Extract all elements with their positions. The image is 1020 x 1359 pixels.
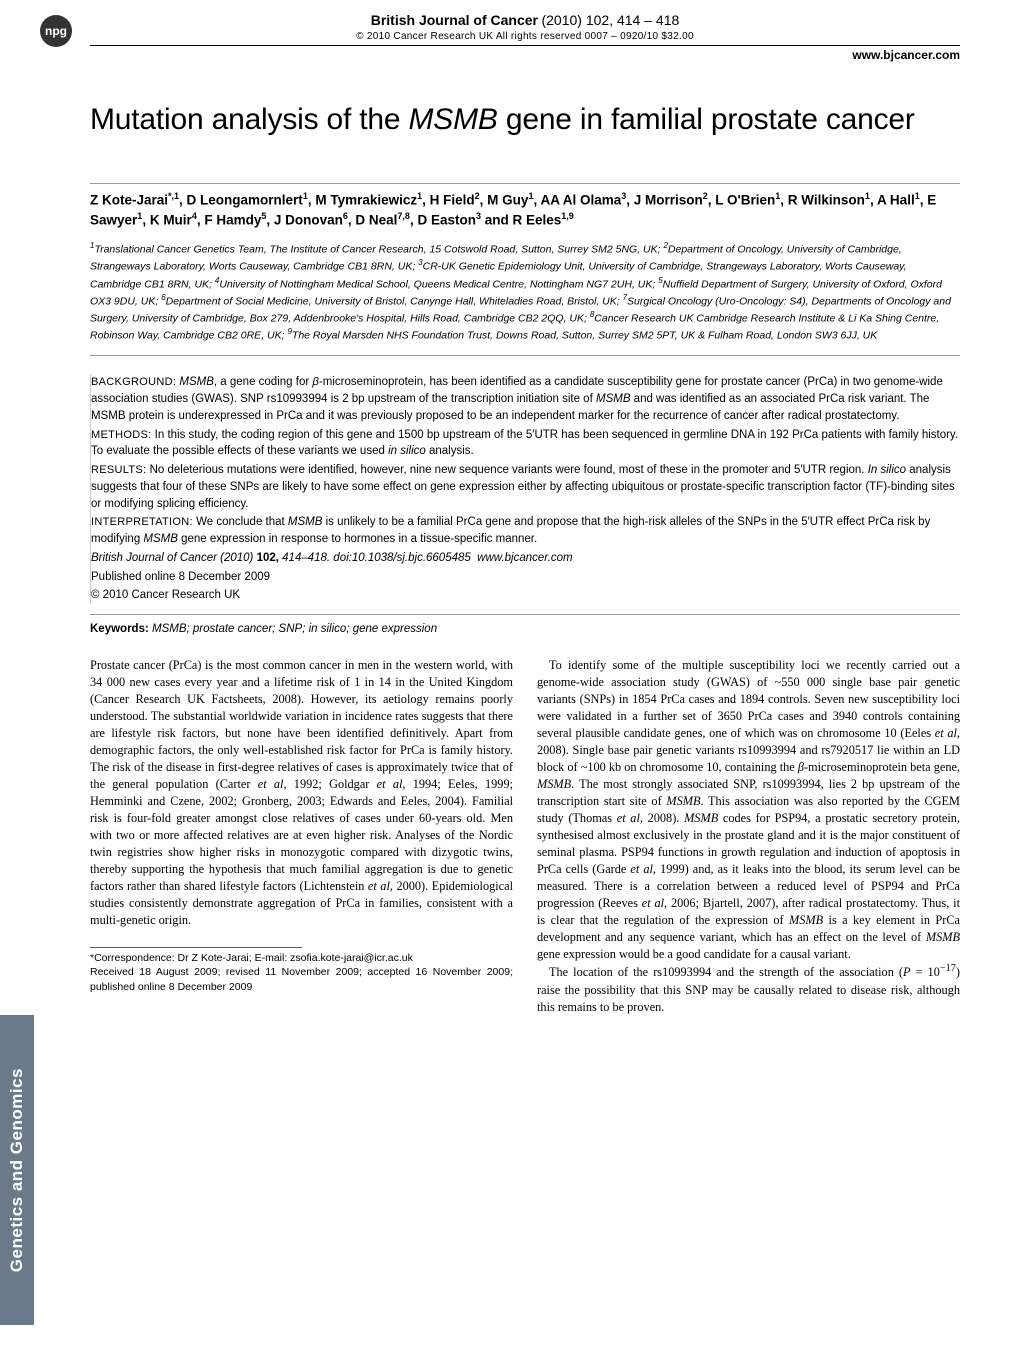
interpretation-label: INTERPRETATION: bbox=[91, 516, 193, 528]
abstract-block: BACKGROUND: MSMB, a gene coding for β-mi… bbox=[90, 374, 960, 604]
body-p2: To identify some of the multiple suscept… bbox=[537, 657, 960, 962]
title-post: gene in familial prostate cancer bbox=[498, 103, 915, 136]
header-rule bbox=[90, 45, 960, 46]
abstract-copyright: © 2010 Cancer Research UK bbox=[91, 587, 960, 604]
title-pre: Mutation analysis of the bbox=[90, 103, 409, 136]
background-text: MSMB, a gene coding for β-microseminopro… bbox=[91, 376, 943, 422]
body-p3: The location of the rs10993994 and the s… bbox=[537, 962, 960, 1015]
abstract-methods: METHODS: In this study, the coding regio… bbox=[91, 427, 960, 461]
publisher-badge-text: npg bbox=[45, 24, 67, 38]
abstract-pubdate: Published online 8 December 2009 bbox=[91, 569, 960, 586]
journal-ref: (2010) 102, 414 – 418 bbox=[541, 12, 679, 28]
side-tab-label: Genetics and Genomics bbox=[7, 1068, 27, 1272]
affiliations-block: 1Translational Cancer Genetics Team, The… bbox=[90, 240, 960, 343]
section-side-tab: Genetics and Genomics bbox=[0, 1015, 34, 1325]
abstract-results: RESULTS: No deleterious mutations were i… bbox=[91, 462, 960, 512]
results-label: RESULTS: bbox=[91, 464, 146, 476]
title-gene: MSMB bbox=[409, 103, 498, 136]
journal-line: British Journal of Cancer (2010) 102, 41… bbox=[90, 12, 960, 30]
methods-text: In this study, the coding region of this… bbox=[91, 429, 958, 458]
abstract-interpretation: INTERPRETATION: We conclude that MSMB is… bbox=[91, 514, 960, 548]
page-container: npg British Journal of Cancer (2010) 102… bbox=[0, 0, 1020, 1045]
journal-header: British Journal of Cancer (2010) 102, 41… bbox=[90, 0, 960, 62]
correspondence-dates: Received 18 August 2009; revised 11 Nove… bbox=[90, 965, 513, 994]
rule-below-affiliations bbox=[90, 355, 960, 356]
results-text: No deleterious mutations were identified… bbox=[91, 464, 955, 510]
abstract-citation: British Journal of Cancer (2010) 102, 41… bbox=[91, 550, 960, 567]
keywords-label: Keywords: bbox=[90, 623, 149, 635]
journal-name: British Journal of Cancer bbox=[371, 12, 538, 28]
body-column-left: Prostate cancer (PrCa) is the most commo… bbox=[90, 657, 513, 1015]
methods-label: METHODS: bbox=[91, 429, 151, 441]
article-title: Mutation analysis of the MSMB gene in fa… bbox=[90, 102, 960, 138]
journal-copyright: © 2010 Cancer Research UK All rights res… bbox=[90, 31, 960, 42]
body-p1: Prostate cancer (PrCa) is the most commo… bbox=[90, 657, 513, 929]
background-label: BACKGROUND: bbox=[91, 376, 176, 388]
correspondence-block: *Correspondence: Dr Z Kote-Jarai; E-mail… bbox=[90, 951, 513, 995]
abstract-background: BACKGROUND: MSMB, a gene coding for β-mi… bbox=[91, 374, 960, 424]
authors-block: Z Kote-Jarai*,1, D Leongamornlert1, M Ty… bbox=[90, 190, 960, 230]
rule-above-authors bbox=[90, 183, 960, 184]
keywords-body: MSMB; prostate cancer; SNP; in silico; g… bbox=[149, 623, 437, 635]
rule-above-keywords bbox=[90, 614, 960, 615]
body-columns: Prostate cancer (PrCa) is the most commo… bbox=[90, 657, 960, 1015]
keywords-line: Keywords: MSMB; prostate cancer; SNP; in… bbox=[90, 623, 960, 635]
correspondence-contact: *Correspondence: Dr Z Kote-Jarai; E-mail… bbox=[90, 951, 513, 966]
body-column-right: To identify some of the multiple suscept… bbox=[537, 657, 960, 1015]
interpretation-text: We conclude that MSMB is unlikely to be … bbox=[91, 516, 930, 545]
journal-website: www.bjcancer.com bbox=[90, 48, 960, 62]
correspondence-rule bbox=[90, 947, 302, 948]
publisher-badge: npg bbox=[40, 15, 72, 47]
